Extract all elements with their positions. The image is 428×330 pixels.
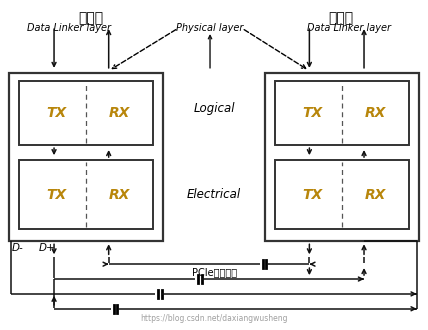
Text: RX: RX [109,188,131,202]
Bar [265,73,419,241]
Text: RX: RX [365,106,386,120]
Text: Electrical: Electrical [187,188,241,201]
Text: TX: TX [47,106,67,120]
Text: TX: TX [302,106,322,120]
Text: TX: TX [302,188,322,202]
Text: D+: D+ [39,243,56,253]
Text: D-: D- [11,243,23,253]
Text: RX: RX [109,106,131,120]
Text: Data Linker layer: Data Linker layer [27,23,111,33]
Text: 发送端: 发送端 [78,11,104,25]
Text: Physical layer: Physical layer [176,23,244,33]
Bar [19,160,153,229]
Text: PCIe总线链路: PCIe总线链路 [192,267,237,277]
Text: Logical: Logical [193,102,235,115]
Bar [9,73,163,241]
Text: 接收端: 接收端 [329,11,354,25]
Bar [19,81,153,145]
Text: https://blog.csdn.net/daxiangwusheng: https://blog.csdn.net/daxiangwusheng [140,314,288,323]
Text: Data Linker layer: Data Linker layer [307,23,391,33]
Bar [275,160,409,229]
Text: TX: TX [47,188,67,202]
Text: RX: RX [365,188,386,202]
Bar [275,81,409,145]
